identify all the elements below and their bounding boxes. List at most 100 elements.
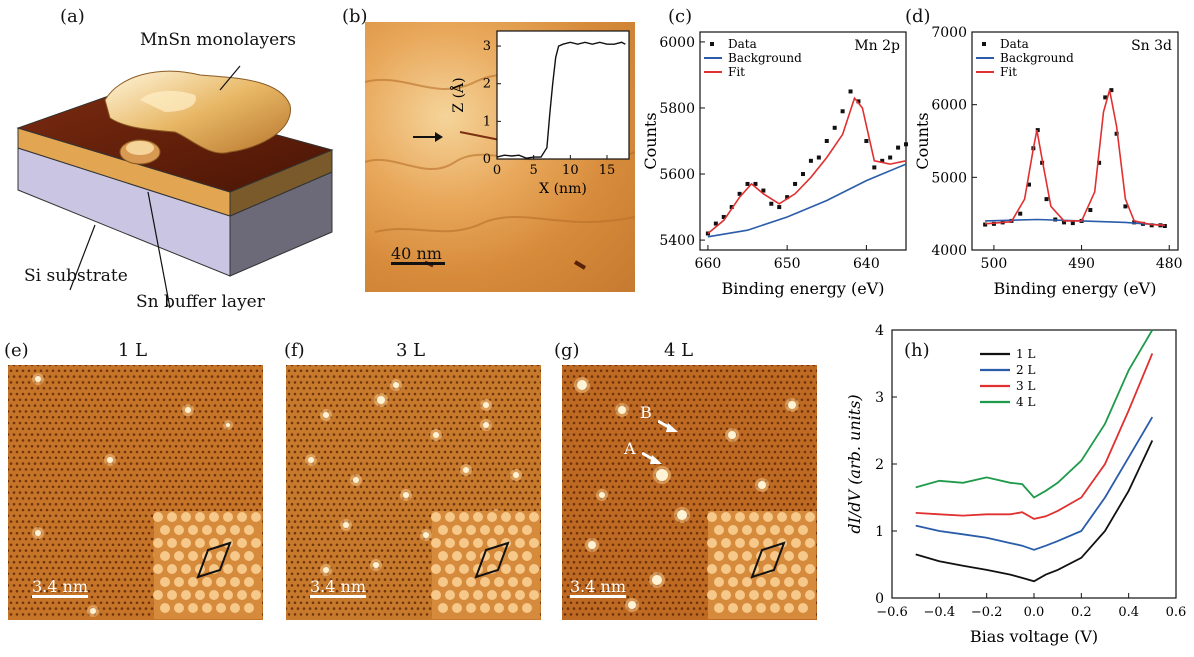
lattice-site — [117, 439, 121, 442]
lattice-site — [455, 439, 459, 442]
lattice-site — [219, 369, 223, 373]
lattice-site — [108, 365, 112, 367]
lattice-site — [9, 473, 13, 477]
lattice-site — [219, 497, 223, 500]
lattice-site — [410, 386, 414, 390]
lattice-site — [482, 365, 486, 367]
zoom-atom — [445, 512, 455, 522]
lattice-site — [323, 381, 327, 384]
lattice-site — [302, 410, 306, 413]
lattice-site — [84, 365, 88, 367]
lattice-site — [470, 433, 474, 436]
lattice-site — [341, 531, 345, 535]
lattice-site — [644, 444, 648, 448]
lattice-site — [57, 485, 61, 489]
lattice-site — [105, 450, 109, 454]
lattice-site — [809, 427, 813, 431]
lattice-site — [75, 404, 79, 407]
lattice-site — [665, 404, 669, 407]
lattice-site — [129, 613, 133, 616]
lattice-site — [389, 369, 393, 373]
lattice-site — [296, 491, 300, 494]
lattice-site — [464, 365, 468, 367]
lattice-site — [105, 473, 109, 477]
lattice-site — [54, 433, 58, 436]
lattice-site — [392, 514, 396, 518]
lattice-site — [9, 589, 13, 593]
data-point — [745, 181, 750, 186]
lattice-site — [286, 549, 288, 552]
lattice-site — [587, 462, 591, 465]
lattice-site — [413, 497, 417, 500]
lattice-site — [563, 392, 567, 396]
lattice-site — [210, 398, 214, 402]
lattice-site — [692, 456, 696, 460]
lattice-site — [66, 607, 70, 610]
lattice-site — [413, 404, 417, 407]
lattice-site — [365, 415, 369, 419]
lattice-site — [63, 520, 67, 523]
lattice-site — [141, 392, 145, 396]
lattice-site — [590, 444, 594, 448]
lattice-site — [590, 421, 594, 425]
lattice-site — [296, 526, 300, 529]
lattice-site — [497, 473, 501, 477]
zoom-atom — [153, 564, 163, 574]
lattice-site — [425, 485, 429, 489]
lattice-site — [111, 566, 115, 570]
zoom-atom — [160, 551, 170, 561]
lattice-site — [779, 392, 783, 396]
lattice-site — [635, 439, 639, 442]
lattice-site — [138, 526, 142, 529]
lattice-site — [39, 392, 43, 396]
lattice-site — [335, 566, 339, 570]
lattice-site — [596, 456, 600, 460]
lattice-site — [758, 421, 762, 425]
lattice-site — [63, 439, 67, 442]
lattice-site — [662, 456, 666, 460]
lattice-site — [419, 589, 423, 593]
lattice-site — [632, 433, 636, 436]
lattice-site — [33, 566, 37, 570]
lattice-site — [153, 427, 157, 431]
lattice-site — [425, 415, 429, 419]
lattice-site — [39, 427, 43, 431]
lattice-site — [213, 404, 217, 407]
zoom-atom — [508, 603, 518, 613]
lattice-site — [467, 497, 471, 500]
lattice-site — [656, 433, 660, 436]
lattice-site — [341, 415, 345, 419]
lattice-site — [806, 433, 810, 436]
inset-xtick-label: 5 — [530, 163, 538, 178]
lattice-site — [539, 392, 541, 396]
lattice-site — [662, 375, 666, 378]
lattice-site — [365, 566, 369, 570]
lattice-site — [722, 398, 726, 402]
legend-label: Background — [728, 51, 802, 65]
lattice-site — [413, 508, 417, 512]
lattice-site — [45, 462, 49, 465]
lattice-site — [716, 468, 720, 471]
lattice-site — [87, 369, 91, 373]
zoom-atom — [230, 525, 240, 535]
lattice-site — [407, 555, 411, 558]
lattice-site — [216, 410, 220, 413]
lattice-site — [353, 439, 357, 442]
lattice-site — [261, 601, 263, 605]
lattice-site — [395, 578, 399, 581]
lattice-site — [36, 491, 40, 494]
lattice-site — [740, 398, 744, 402]
lattice-site — [114, 584, 118, 587]
lattice-site — [701, 415, 705, 419]
lattice-site — [638, 444, 642, 448]
lattice-site — [347, 415, 351, 419]
lattice-site — [353, 578, 357, 581]
lattice-site — [123, 462, 127, 465]
lattice-site — [617, 381, 621, 384]
lattice-site — [87, 508, 91, 512]
lattice-site — [665, 381, 669, 384]
zoom-atom — [209, 590, 219, 600]
lattice-site — [144, 595, 148, 599]
lattice-site — [51, 369, 55, 373]
